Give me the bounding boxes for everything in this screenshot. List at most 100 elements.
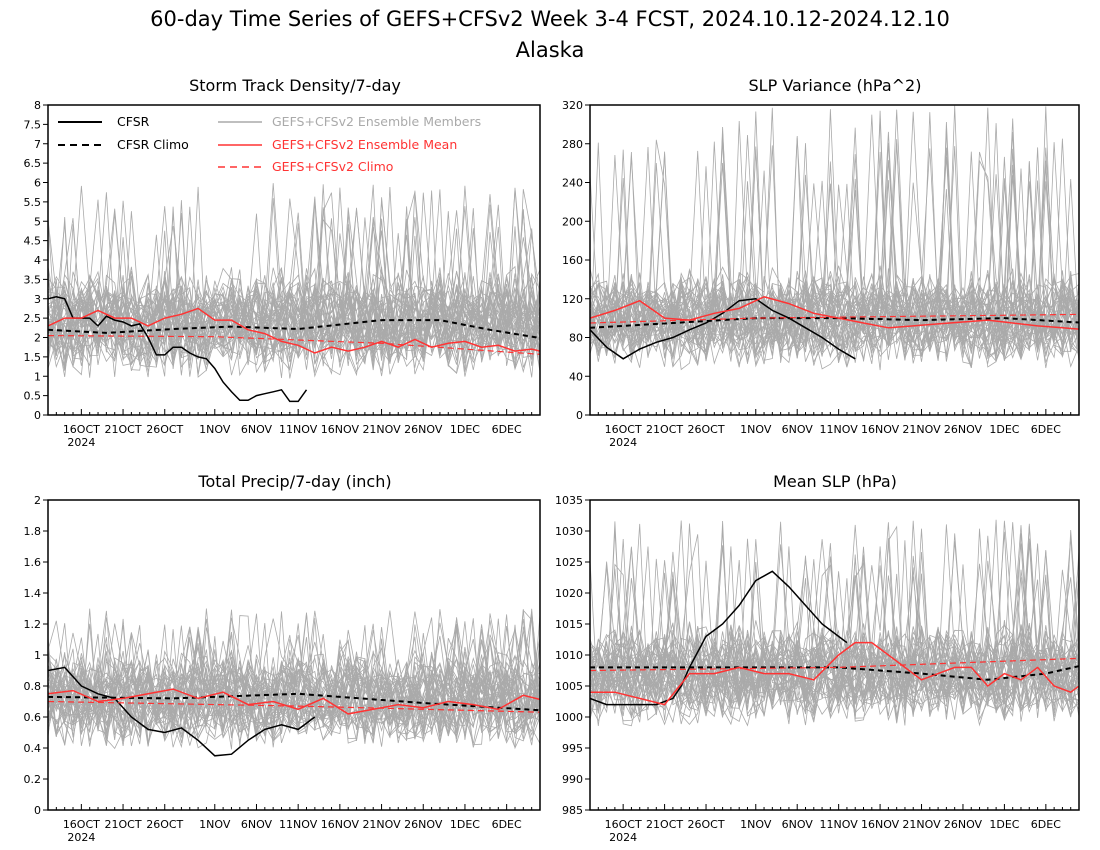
x-tick-label: 6NOV xyxy=(241,423,273,436)
y-tick-label: 985 xyxy=(562,804,583,817)
ensemble-mean-line xyxy=(48,307,540,354)
x-tick-label: 21OCT xyxy=(646,818,683,831)
x-tick-label: 26OCT xyxy=(146,423,183,436)
y-tick-label: 3.5 xyxy=(24,273,42,286)
ensemble-member-line xyxy=(590,551,1079,714)
x-tick-label: 1DEC xyxy=(989,818,1019,831)
legend: CFSR CFSR Climo GEFS+CFSv2 Ensemble Memb… xyxy=(58,114,481,174)
y-tick-label: 5 xyxy=(34,215,41,228)
ensemble-member-line xyxy=(48,609,540,743)
ensemble-member-line xyxy=(590,519,1079,721)
figure-subtitle: Alaska xyxy=(516,38,585,62)
y-tick-label: 990 xyxy=(562,773,583,786)
x-tick-label: 1DEC xyxy=(450,423,480,436)
panel-3-title: Total Precip/7-day (inch) xyxy=(197,472,391,491)
ensemble-climo-line xyxy=(590,657,1079,672)
x-tick-label: 1DEC xyxy=(450,818,480,831)
x-tick-label: 1NOV xyxy=(740,818,772,831)
x-tick-label: 1DEC xyxy=(989,423,1019,436)
ensemble-member-line xyxy=(590,538,1079,719)
ensemble-member-line xyxy=(48,617,540,747)
ensemble-member-line xyxy=(590,162,1079,362)
ensemble-mean-line xyxy=(590,641,1079,706)
x-tick-label: 1NOV xyxy=(199,423,231,436)
ensemble-member-line xyxy=(48,618,540,744)
y-tick-label: 1.8 xyxy=(24,525,42,538)
panel-2-title: SLP Variance (hPa^2) xyxy=(749,76,922,95)
x-year-label: 2024 xyxy=(609,831,637,844)
y-tick-label: 1005 xyxy=(555,680,583,693)
y-tick-label: 7 xyxy=(34,138,41,151)
y-tick-label: 1010 xyxy=(555,649,583,662)
y-tick-label: 5.5 xyxy=(24,196,42,209)
x-tick-label: 26NOV xyxy=(944,423,983,436)
y-tick-label: 320 xyxy=(562,99,583,112)
ensemble-member-line xyxy=(48,633,540,745)
plot-area xyxy=(590,105,1079,371)
y-tick-label: 240 xyxy=(562,177,583,190)
ensemble-member-line xyxy=(48,651,540,737)
panel-total-precip: 0 0.2 0.4 0.6 0.8 1 1.2 1.4 1.6 1.8 2 16OCT 21OCT 26O… xyxy=(24,494,541,844)
x-tick-label: 21NOV xyxy=(362,818,401,831)
x-tick-label: 26OCT xyxy=(688,423,725,436)
y-tick-label: 2 xyxy=(34,332,41,345)
y-tick-label: 1.4 xyxy=(24,587,42,600)
cfsr-line xyxy=(48,296,308,403)
x-tick-label: 21OCT xyxy=(646,423,683,436)
x-year-label: 2024 xyxy=(67,436,95,449)
ensemble-mean-line xyxy=(48,688,540,715)
ensemble-member-line xyxy=(590,564,1079,723)
y-tick-label: 0 xyxy=(34,409,41,422)
x-tick-label: 16OCT xyxy=(605,423,642,436)
y-tick-label: 1035 xyxy=(555,494,583,507)
x-tick-label: 26OCT xyxy=(146,818,183,831)
y-tick-label: 4 xyxy=(34,254,41,267)
ensemble-member-line xyxy=(48,198,540,371)
panel-slp-variance: 0 40 80 120 160 200 240 280 320 16OCT 21OCT 26OCT 1N… xyxy=(562,99,1080,449)
x-tick-label: 6DEC xyxy=(1031,818,1061,831)
x-tick-label: 16NOV xyxy=(861,818,900,831)
ensemble-member-line xyxy=(48,206,540,364)
x-tick-label: 21NOV xyxy=(902,818,941,831)
ensemble-member-line xyxy=(590,573,1079,715)
y-tick-label: 40 xyxy=(569,370,583,383)
panel-mean-slp: 985 990 995 1000 1005 1010 1015 1020 1025 1030 103… xyxy=(555,494,1080,844)
x-year-label: 2024 xyxy=(609,436,637,449)
legend-cfsr-climo-label: CFSR Climo xyxy=(117,137,189,152)
x-tick-label: 6DEC xyxy=(492,818,522,831)
x-tick-label: 6DEC xyxy=(492,423,522,436)
cfsr-climo-line xyxy=(48,692,540,712)
x-tick-label: 26OCT xyxy=(688,818,725,831)
panel-4-title: Mean SLP (hPa) xyxy=(773,472,897,491)
x-tick-label: 11NOV xyxy=(279,818,318,831)
y-tick-label: 280 xyxy=(562,138,583,151)
x-tick-label: 21NOV xyxy=(362,423,401,436)
x-tick-label: 16OCT xyxy=(63,423,100,436)
x-tick-label: 16NOV xyxy=(321,423,360,436)
y-tick-label: 2.5 xyxy=(24,312,42,325)
x-tick-label: 6NOV xyxy=(782,818,814,831)
x-tick-label: 16NOV xyxy=(321,818,360,831)
legend-mean-label: GEFS+CFSv2 Ensemble Mean xyxy=(272,137,457,152)
x-tick-label: 6NOV xyxy=(782,423,814,436)
ensemble-mean-line xyxy=(590,296,1079,330)
y-tick-label: 1030 xyxy=(555,525,583,538)
y-tick-label: 1020 xyxy=(555,587,583,600)
y-tick-label: 120 xyxy=(562,293,583,306)
legend-climo-label: GEFS+CFSv2 Climo xyxy=(272,159,393,174)
x-tick-label: 21OCT xyxy=(105,818,142,831)
ensemble-member-line xyxy=(48,198,540,377)
y-tick-label: 1025 xyxy=(555,556,583,569)
y-tick-label: 200 xyxy=(562,215,583,228)
x-tick-label: 1NOV xyxy=(740,423,772,436)
ensemble-member-line xyxy=(48,623,540,741)
plot-area xyxy=(48,183,540,403)
cfsr-line xyxy=(590,298,856,360)
x-tick-label: 26NOV xyxy=(404,423,443,436)
ensemble-member-line xyxy=(48,620,540,735)
y-tick-label: 1.5 xyxy=(24,351,42,364)
x-tick-label: 16OCT xyxy=(605,818,642,831)
ensemble-climo-line xyxy=(48,335,540,355)
panel-storm-track-density: 0 0.5 1 1.5 2 2.5 3 3.5 4 4.5 5 5.5 6 6.5 7 7.5 8 16OCT 21… xyxy=(24,99,541,449)
